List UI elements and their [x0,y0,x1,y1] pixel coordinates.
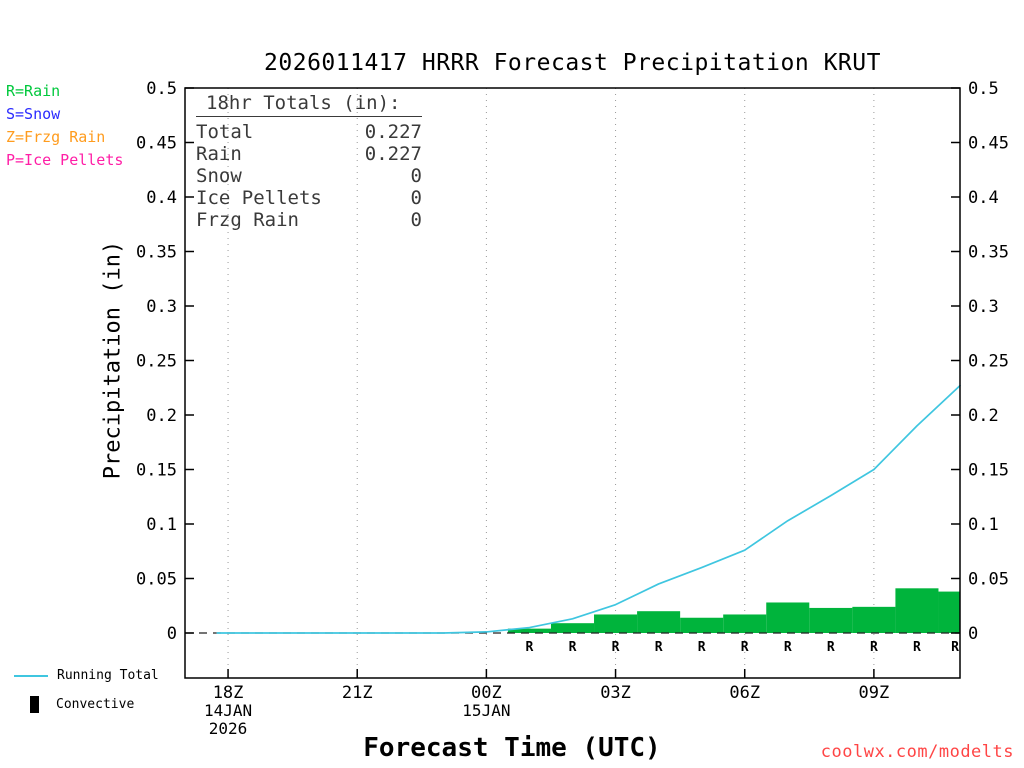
rain-bar [809,607,853,633]
y-tick-label-left: 0.05 [136,570,177,590]
totals-row-label: Frzg Rain [196,209,299,231]
rain-marker: R [951,640,959,655]
totals-row-value: 0 [410,187,422,209]
rain-marker: R [827,640,835,655]
x-date-label: 14JAN [204,701,252,720]
x-date-label: 15JAN [462,701,510,720]
rain-bar [507,628,551,633]
totals-row-label: Total [196,121,254,143]
rain-bar [766,602,810,633]
y-tick-label-right: 0.4 [968,188,999,208]
y-tick-label-right: 0.5 [968,79,999,99]
y-tick-label-right: 0.35 [968,243,1009,263]
x-tick-label: 00Z [471,683,502,703]
y-tick-label-right: 0 [968,624,978,644]
rain-marker: R [612,640,620,655]
type-legend-item: R=Rain [6,82,61,100]
rain-marker: R [569,640,577,655]
x-axis-label: Forecast Time (UTC) [363,733,661,763]
totals-row-label: Ice Pellets [196,187,322,209]
plot-border [184,87,961,679]
totals-rows: Total 0.227 Rain 0.227 Snow 0 Ice Pellets 0 Frzg… [196,121,422,231]
rain-marker: R [741,640,749,655]
totals-row-value: 0.227 [364,121,422,143]
type-legend-item: P=Ice Pellets [6,151,124,169]
y-axis-label: Precipitation (in) [100,240,126,480]
precip-type-legend: R=Rain S=Snow Z=Frzg Rain P=Ice Pellets [6,80,123,172]
totals-row: Total 0.227 [196,121,422,143]
x-tick-label: 03Z [600,683,631,703]
y-tick-label-left: 0.15 [136,461,177,481]
y-tick-label-right: 0.3 [968,297,999,317]
legend-item-running-total: Running Total [14,668,159,683]
chart-title: 2026011417 HRRR Forecast Precipitation K… [264,50,881,76]
legend-item-label: Running Total [57,668,159,683]
watermark-link: coolwx.com/modelts [820,742,1014,762]
rain-bar [550,623,595,633]
y-tick-label-right: 0.05 [968,570,1009,590]
rain-marker: R [913,640,921,655]
totals-box: 18hr Totals (in): Total 0.227 Rain 0.227 Sno… [196,92,422,231]
rain-marker: R [526,640,534,655]
rain-marker: R [698,640,706,655]
x-tick-label: 06Z [729,683,760,703]
rain-bar [852,606,896,633]
legend-item-label: Convective [56,697,135,712]
type-legend-item: Z=Frzg Rain [6,128,106,146]
x-year-label: 2026 [209,719,248,738]
y-tick-label-right: 0.15 [968,461,1009,481]
rain-bar [938,591,960,633]
rain-bar [680,617,724,633]
totals-row-label: Rain [196,143,242,165]
totals-heading: 18hr Totals (in): [196,92,422,117]
convective-bar-swatch [30,696,39,713]
x-tick-label: 09Z [859,683,890,703]
totals-row: Ice Pellets 0 [196,187,422,209]
totals-row: Rain 0.227 [196,143,422,165]
x-tick-label: 18Z [213,683,244,703]
y-tick-label-right: 0.1 [968,515,999,535]
y-tick-label-left: 0.2 [146,406,177,426]
rain-bar [594,614,638,633]
rain-marker: R [784,640,792,655]
y-tick-label-left: 0.45 [136,134,177,154]
x-tick-label: 21Z [342,683,373,703]
y-tick-label-left: 0 [167,624,177,644]
y-tick-label-left: 0.3 [146,297,177,317]
rain-bar [895,588,939,633]
bottom-legend: Running Total Convective [14,668,159,726]
totals-row-value: 0 [410,209,422,231]
y-tick-label-right: 0.2 [968,406,999,426]
y-tick-label-left: 0.25 [136,352,177,372]
type-legend-item: S=Snow [6,105,61,123]
running-total-line [216,384,961,634]
rain-marker: R [870,640,878,655]
y-tick-label-right: 0.25 [968,352,1009,372]
totals-row-value: 0 [410,165,422,187]
totals-row-label: Snow [196,165,242,187]
y-tick-label-left: 0.5 [146,79,177,99]
rain-bar [637,611,681,633]
running-total-line-swatch [14,674,48,677]
rain-bar [723,614,767,633]
totals-row-value: 0.227 [364,143,422,165]
totals-row: Frzg Rain 0 [196,209,422,231]
y-tick-label-left: 0.4 [146,188,177,208]
totals-row: Snow 0 [196,165,422,187]
y-tick-label-right: 0.45 [968,134,1009,154]
legend-item-convective: Convective [14,696,159,713]
y-tick-label-left: 0.1 [146,515,177,535]
rain-marker: R [655,640,663,655]
y-tick-label-left: 0.35 [136,243,177,263]
